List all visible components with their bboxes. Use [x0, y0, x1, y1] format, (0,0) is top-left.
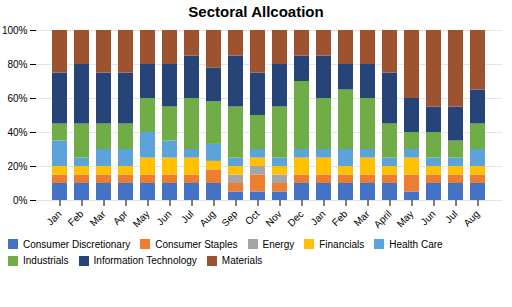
svg-text:Jan: Jan: [308, 208, 327, 227]
svg-text:Feb: Feb: [330, 208, 350, 228]
html-text:Information Technology: Information Technology: [93, 255, 197, 267]
svg-text:Apr: Apr: [111, 208, 130, 227]
svg-text:80%: 80%: [7, 59, 27, 70]
svg-text:Sep: Sep: [219, 208, 240, 229]
html-text:Consumer Discretionary: Consumer Discretionary: [23, 238, 131, 250]
html-text:Consumer Staples: Consumer Staples: [155, 238, 238, 250]
svg-text:Jul: Jul: [179, 208, 196, 225]
svg-text:20%: 20%: [7, 161, 27, 172]
svg-text:Oct: Oct: [243, 208, 262, 227]
svg-text:Jan: Jan: [44, 208, 63, 227]
svg-text:May: May: [131, 208, 152, 229]
svg-text:Feb: Feb: [66, 208, 86, 228]
svg-text:April: April: [372, 208, 394, 230]
svg-text:Nov: Nov: [263, 208, 283, 228]
svg-text:Aug: Aug: [197, 208, 217, 228]
svg-text:0%: 0%: [13, 195, 28, 206]
svg-text:May: May: [395, 208, 416, 229]
html-text:Sectoral Allcoation: Sectoral Allcoation: [188, 3, 324, 20]
html-text:Energy: Energy: [262, 238, 295, 250]
svg-text:40%: 40%: [7, 127, 27, 138]
html-text:Financials: Financials: [319, 238, 365, 250]
svg-text:Jun: Jun: [154, 208, 173, 227]
html-text:Materials: Materials: [221, 255, 263, 267]
svg-text:Aug: Aug: [461, 208, 481, 228]
svg-text:Mar: Mar: [88, 208, 108, 228]
svg-text:Mar: Mar: [352, 208, 372, 228]
svg-text:Jun: Jun: [418, 208, 437, 227]
svg-text:Dec: Dec: [285, 208, 305, 228]
svg-text:100%: 100%: [2, 25, 28, 36]
svg-text:60%: 60%: [7, 93, 27, 104]
svg-text:Jul: Jul: [443, 208, 460, 225]
html-text:Health Care: Health Care: [389, 238, 443, 250]
html-text:Industrials: Industrials: [23, 255, 69, 267]
